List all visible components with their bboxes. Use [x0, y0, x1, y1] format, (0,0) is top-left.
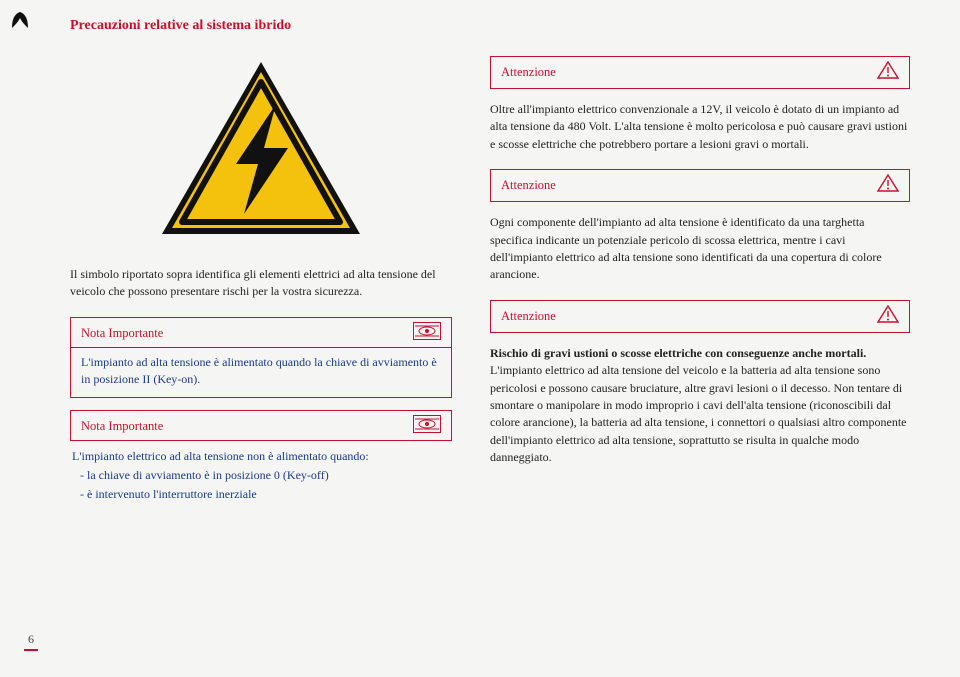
attention-2-body: Ogni componente dell'impianto ad alta te…: [490, 214, 910, 284]
note-1-body: L'impianto ad alta tensione è alimentato…: [71, 348, 451, 397]
note-box-2: Nota Importante L'impianto elettrico ad …: [70, 410, 452, 511]
right-column: Attenzione Oltre all'impianto elettrico …: [490, 56, 910, 510]
attention-box-1: Attenzione: [490, 56, 910, 89]
high-voltage-hazard-icon: [70, 56, 452, 246]
note-box-1: Nota Importante L'impianto ad alta tensi…: [70, 317, 452, 398]
brand-logo: [8, 8, 32, 32]
note-2-label: Nota Importante: [81, 419, 163, 434]
warning-triangle-icon: [877, 61, 899, 84]
eye-icon: [413, 415, 441, 438]
left-column: Il simbolo riportato sopra identifica gl…: [70, 56, 452, 510]
note-1-label: Nota Importante: [81, 326, 163, 341]
attention-3-text: L'impianto elettrico ad alta tensione de…: [490, 363, 907, 464]
hazard-caption: Il simbolo riportato sopra identifica gl…: [70, 266, 452, 301]
attention-3-label: Attenzione: [501, 309, 556, 324]
warning-triangle-icon: [877, 174, 899, 197]
warning-triangle-icon: [877, 305, 899, 328]
attention-box-3: Attenzione: [490, 300, 910, 333]
attention-2-label: Attenzione: [501, 178, 556, 193]
attention-box-2: Attenzione: [490, 169, 910, 202]
attention-3-bold: Rischio di gravi ustioni o scosse elettr…: [490, 346, 866, 360]
note-2-item-0: - la chiave di avviamento è in posizione…: [72, 466, 450, 485]
attention-3-body: Rischio di gravi ustioni o scosse elettr…: [490, 345, 910, 467]
attention-1-body: Oltre all'impianto elettrico convenziona…: [490, 101, 910, 153]
eye-icon: [413, 322, 441, 345]
note-2-lead: L'impianto elettrico ad alta tensione no…: [72, 447, 450, 466]
page-title: Precauzioni relative al sistema ibrido: [70, 18, 910, 34]
note-2-item-1: - è intervenuto l'interruttore inerziale: [72, 485, 450, 504]
attention-1-label: Attenzione: [501, 65, 556, 80]
page-number: 6: [24, 632, 38, 651]
